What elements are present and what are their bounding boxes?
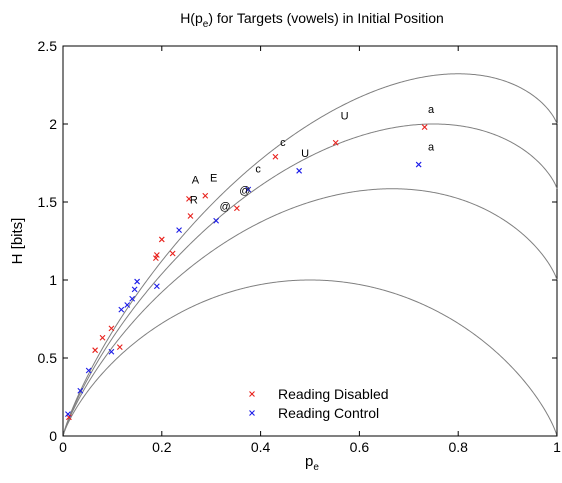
point-annotation: @ <box>219 201 230 213</box>
point-annotation: c <box>280 137 286 149</box>
reading-disabled-point <box>99 334 106 341</box>
reading-disabled-point <box>272 153 279 160</box>
plot-frame <box>62 45 558 437</box>
point-annotation: a <box>428 142 435 154</box>
x-tick-label: 0.8 <box>448 439 468 455</box>
y-tick-label: 0 <box>49 428 57 444</box>
chart-title: H(pe) for Targets (vowels) in Initial Po… <box>180 10 444 30</box>
point-annotations: A ER @ @ c c U Ua a <box>190 104 435 213</box>
reading-control-point <box>124 302 131 308</box>
reference-curve-1 <box>62 279 558 437</box>
legend-label: Reading Disabled <box>278 386 389 402</box>
reading-control-point <box>65 411 71 418</box>
y-tick-label: 2 <box>49 116 57 132</box>
reference-curve-2 <box>62 188 558 437</box>
x-axis-label: pe <box>305 453 319 473</box>
reading-control-point <box>108 348 115 355</box>
data-points <box>65 124 428 421</box>
reading-disabled-point <box>169 250 176 257</box>
reading-control-point <box>129 295 136 302</box>
reference-curve-3 <box>62 123 558 437</box>
legend-marker-reading-disabled <box>249 391 255 397</box>
reference-curve-4 <box>62 73 558 437</box>
reading-control-point <box>245 186 252 193</box>
legend-marker-reading-control <box>249 410 255 416</box>
y-tick-label: 1 <box>49 272 57 288</box>
reading-control-point <box>131 286 138 293</box>
y-tick-label: 1.5 <box>38 194 58 210</box>
point-annotation: A <box>192 174 200 186</box>
point-annotation: a <box>428 104 435 116</box>
reading-disabled-point <box>421 124 428 131</box>
reading-disabled-point <box>92 347 98 354</box>
point-annotation: U <box>341 110 349 122</box>
y-tick-label: 2.5 <box>38 38 58 54</box>
x-tick-label: 0.2 <box>152 439 172 455</box>
x-tick-label: 0.6 <box>350 439 370 455</box>
x-tick-label: 1 <box>553 439 561 455</box>
y-axis-label: H [bits] <box>9 218 26 265</box>
reading-disabled-point <box>158 236 165 243</box>
reading-disabled-point <box>186 195 192 202</box>
point-annotation: U <box>301 148 309 160</box>
point-annotation: R <box>190 195 198 207</box>
point-annotation: @ <box>239 185 250 197</box>
reading-control-point <box>118 306 125 313</box>
reading-control-point <box>77 387 84 394</box>
point-annotation: E <box>210 173 217 185</box>
reading-control-point <box>153 283 160 290</box>
x-tick-label: 0.4 <box>251 439 271 455</box>
reference-curves <box>62 73 558 437</box>
reading-disabled-point <box>233 205 240 212</box>
reading-disabled-point <box>187 213 194 219</box>
y-tick-label: 0.5 <box>38 350 58 366</box>
reading-control-point <box>415 161 422 168</box>
reading-control-point <box>296 167 303 174</box>
reading-disabled-point <box>202 192 209 199</box>
y-ticks: 0 0.5 1 1.5 2 2.5 <box>38 38 557 444</box>
reading-disabled-point <box>108 325 115 332</box>
reading-control-point <box>176 227 182 233</box>
reading-disabled-point <box>153 252 160 258</box>
point-annotation: c <box>255 163 261 175</box>
x-tick-label: 0 <box>59 439 67 455</box>
reading-control-point <box>213 217 220 224</box>
legend: Reading Disabled Reading Control <box>249 386 389 421</box>
reading-disabled-point <box>116 344 123 350</box>
reading-control-point <box>85 367 92 374</box>
x-ticks: 0 0.2 0.4 0.6 0.8 1 <box>59 46 561 455</box>
reading-control-point <box>134 278 140 285</box>
reading-disabled-point <box>332 139 339 146</box>
legend-label: Reading Control <box>278 405 379 421</box>
